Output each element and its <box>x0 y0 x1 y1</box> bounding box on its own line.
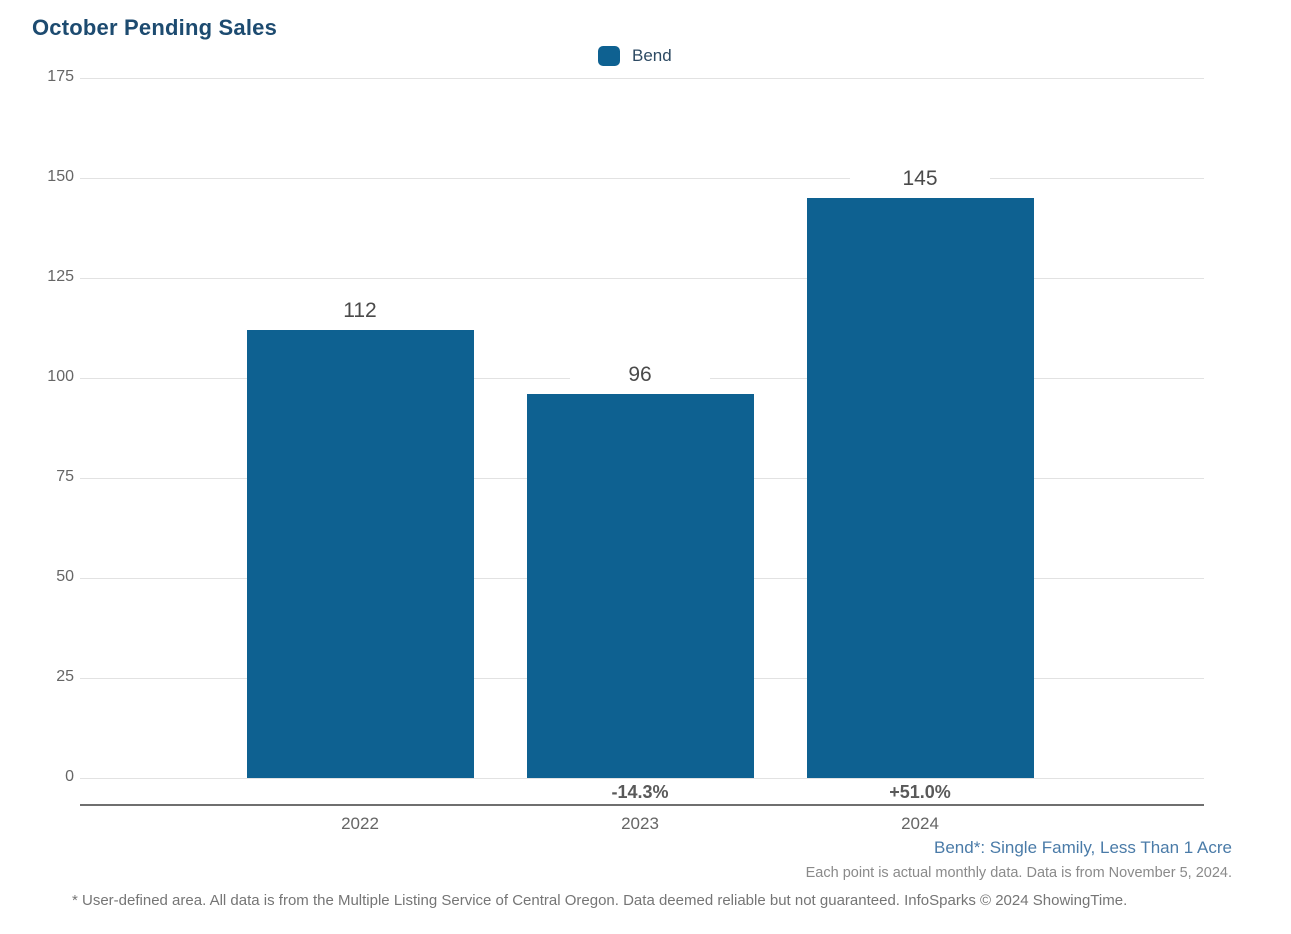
bar-value-label-2024: 145 <box>850 166 990 192</box>
gridline-y-175 <box>80 77 1204 79</box>
y-axis-tick-100: 100 <box>47 368 74 385</box>
legend-item-bend[interactable]: Bend <box>598 46 672 66</box>
bar-2024[interactable] <box>806 198 1034 778</box>
y-axis-tick-125: 125 <box>47 268 74 285</box>
y-axis-tick-75: 75 <box>56 468 74 485</box>
y-axis-tick-150: 150 <box>47 168 74 185</box>
pct-change-label-2024: +51.0% <box>889 782 951 802</box>
x-axis-tick-2023: 2023 <box>621 814 659 833</box>
x-axis-tick-2022: 2022 <box>341 814 379 833</box>
y-axis-tick-25: 25 <box>56 668 74 685</box>
pct-change-label-2023: -14.3% <box>611 782 669 802</box>
bar-2023[interactable] <box>526 394 754 778</box>
plot-area: 112 96 145 <box>80 77 1204 779</box>
bar-value-label-2023: 96 <box>570 362 710 388</box>
data-source-note: Each point is actual monthly data. Data … <box>805 865 1232 881</box>
gridline-y-150 <box>80 177 1204 179</box>
y-axis-tick-0: 0 <box>65 768 74 785</box>
legend-swatch-icon <box>598 46 620 66</box>
disclaimer-footer: * User-defined area. All data is from th… <box>72 892 1128 909</box>
gridline-y-125 <box>80 277 1204 279</box>
y-axis-tick-50: 50 <box>56 568 74 585</box>
x-axis-tick-2024: 2024 <box>901 814 939 833</box>
bar-2022[interactable] <box>246 330 474 778</box>
bar-value-label-2022: 112 <box>290 298 430 324</box>
series-definition-note: Bend*: Single Family, Less Than 1 Acre <box>934 838 1232 857</box>
legend-label: Bend <box>632 46 672 65</box>
gridline-y-0 <box>80 777 1204 779</box>
x-axis-line <box>80 804 1204 806</box>
chart-title: October Pending Sales <box>32 15 278 40</box>
y-axis-tick-175: 175 <box>47 68 74 85</box>
